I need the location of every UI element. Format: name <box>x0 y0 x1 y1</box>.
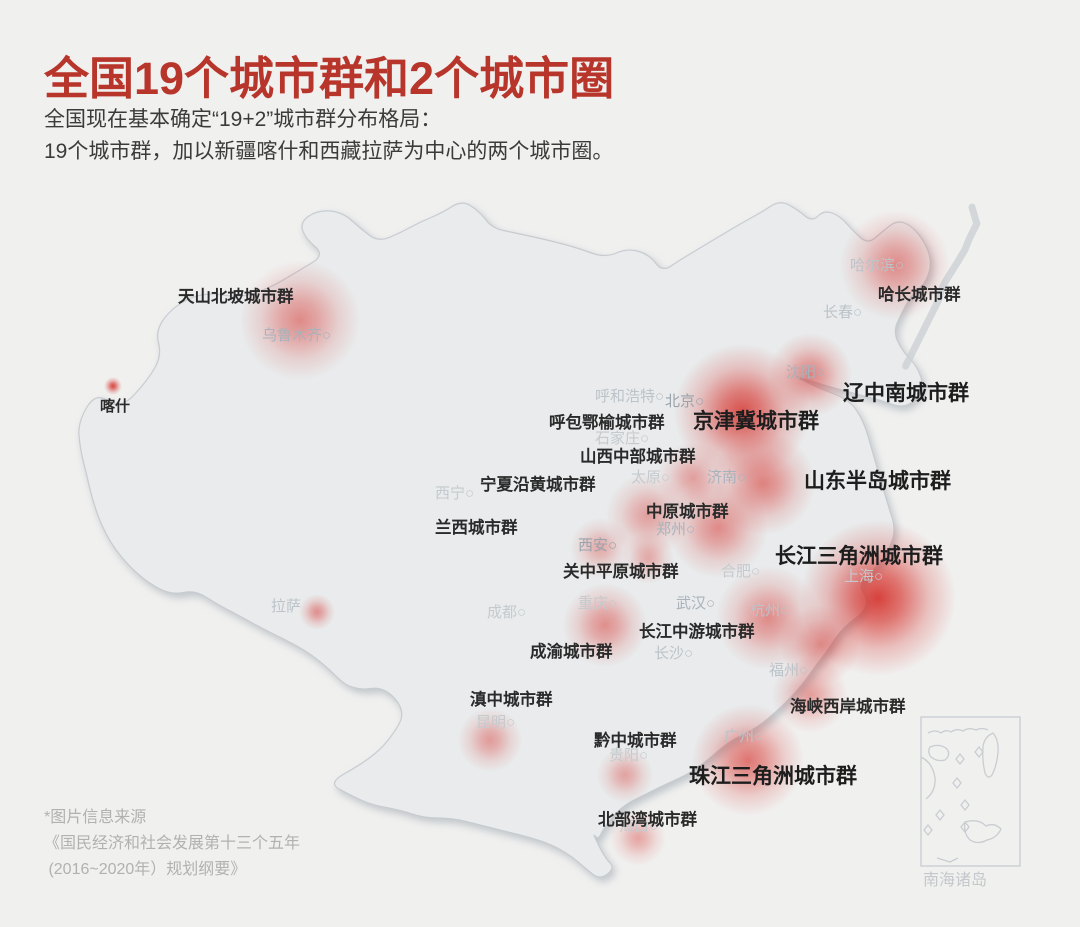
svg-text:拉萨: 拉萨 <box>271 598 301 615</box>
svg-text:合肥○: 合肥○ <box>721 563 760 580</box>
svg-text:关中平原城市群: 关中平原城市群 <box>563 561 679 581</box>
svg-text:福州○: 福州○ <box>769 662 808 679</box>
svg-text:哈长城市群: 哈长城市群 <box>878 284 961 304</box>
svg-text:兰西城市群: 兰西城市群 <box>435 517 518 537</box>
svg-text:南海诸岛: 南海诸岛 <box>923 871 987 889</box>
svg-text:广州○: 广州○ <box>724 728 763 745</box>
svg-text:乌鲁木齐○: 乌鲁木齐○ <box>262 327 331 344</box>
svg-text:辽中南城市群: 辽中南城市群 <box>843 381 969 405</box>
svg-text:沈阳○: 沈阳○ <box>786 364 825 381</box>
svg-text:重庆○: 重庆○ <box>578 595 617 612</box>
svg-text:长春○: 长春○ <box>823 304 862 321</box>
svg-text:珠江三角洲城市群: 珠江三角洲城市群 <box>689 764 857 788</box>
svg-text:成渝城市群: 成渝城市群 <box>530 641 613 661</box>
svg-text:喀什: 喀什 <box>100 397 130 415</box>
svg-text:西安○: 西安○ <box>578 537 617 554</box>
svg-text:郑州○: 郑州○ <box>656 521 695 538</box>
svg-text:成都○: 成都○ <box>487 604 526 621</box>
svg-text:杭州○: 杭州○ <box>750 602 789 619</box>
svg-text:长江中游城市群: 长江中游城市群 <box>639 621 755 641</box>
svg-text:太原○: 太原○ <box>631 469 670 486</box>
svg-text:山西中部城市群: 山西中部城市群 <box>580 446 696 466</box>
svg-text:哈尔滨○: 哈尔滨○ <box>850 257 904 274</box>
svg-text:武汉○: 武汉○ <box>676 595 715 612</box>
svg-text:滇中城市群: 滇中城市群 <box>470 689 553 709</box>
svg-text:京津冀城市群: 京津冀城市群 <box>693 409 819 433</box>
svg-text:宁夏沿黄城市群: 宁夏沿黄城市群 <box>480 474 596 494</box>
svg-text:中原城市群: 中原城市群 <box>646 501 729 521</box>
svg-text:山东半岛城市群: 山东半岛城市群 <box>804 469 951 493</box>
svg-text:呼和浩特○: 呼和浩特○ <box>595 388 664 405</box>
svg-text:天山北坡城市群: 天山北坡城市群 <box>178 286 294 306</box>
svg-text:北京○: 北京○ <box>665 393 704 410</box>
svg-text:昆明○: 昆明○ <box>476 714 515 731</box>
svg-text:长江三角洲城市群: 长江三角洲城市群 <box>775 544 943 568</box>
svg-text:呼包鄂榆城市群: 呼包鄂榆城市群 <box>549 412 665 432</box>
svg-text:黔中城市群: 黔中城市群 <box>594 730 677 750</box>
svg-text:西宁○: 西宁○ <box>435 485 474 502</box>
svg-text:长沙○: 长沙○ <box>654 645 693 662</box>
svg-text:上海○: 上海○ <box>844 568 883 585</box>
svg-text:海峡西岸城市群: 海峡西岸城市群 <box>790 696 906 716</box>
svg-text:济南○: 济南○ <box>707 469 746 486</box>
svg-text:北部湾城市群: 北部湾城市群 <box>598 809 698 829</box>
